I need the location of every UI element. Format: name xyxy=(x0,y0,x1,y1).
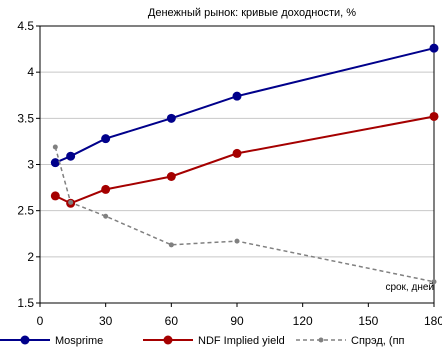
legend-item-1: NDF Implied yield xyxy=(143,335,285,347)
y-tick-label: 1.5 xyxy=(17,296,34,310)
data-point xyxy=(429,111,439,121)
chart-title: Денежный рынок: кривые доходности, % xyxy=(148,7,356,19)
legend-swatch-marker xyxy=(318,337,324,343)
data-point xyxy=(52,144,58,150)
x-tick-label: 90 xyxy=(230,314,244,328)
x-tick-label: 180 xyxy=(424,314,442,328)
data-point xyxy=(68,199,74,205)
data-point xyxy=(103,213,109,219)
data-point xyxy=(168,242,174,248)
legend-item-2: Спрэд, (пп xyxy=(296,335,405,347)
y-tick-label: 2.5 xyxy=(17,204,34,218)
legend-item-0: Mosprime xyxy=(0,335,103,347)
y-tick-label: 4 xyxy=(27,65,34,79)
series-line xyxy=(54,115,435,205)
y-tick-label: 3.5 xyxy=(17,111,34,125)
x-tick-labels: 0 30 60 90 120 150 180 xyxy=(37,314,442,328)
y-tick-label: 3 xyxy=(27,158,34,172)
series-0 xyxy=(50,43,439,168)
data-point xyxy=(66,151,76,161)
legend-label: Спрэд, (пп xyxy=(351,335,405,347)
x-tick-label: 150 xyxy=(358,314,378,328)
data-point xyxy=(234,238,240,244)
data-point xyxy=(50,191,60,201)
axes xyxy=(36,25,435,307)
series-line xyxy=(54,146,435,283)
series-line xyxy=(54,47,435,164)
data-point xyxy=(166,172,176,182)
x-tick-label: 0 xyxy=(37,314,44,328)
legend-label: Mosprime xyxy=(55,335,103,347)
series-1 xyxy=(50,111,439,208)
data-point xyxy=(232,148,242,158)
y-tick-label: 2 xyxy=(27,250,34,264)
data-point xyxy=(232,91,242,101)
data-point xyxy=(431,279,437,285)
data-point xyxy=(166,113,176,123)
data-point xyxy=(50,158,60,168)
y-tick-label: 4.5 xyxy=(17,19,34,33)
data-point xyxy=(101,184,111,194)
data-point xyxy=(429,43,439,53)
y-tick-labels: 1.5 2 2.5 3 3.5 4 4.5 xyxy=(17,19,34,310)
series-layer xyxy=(50,43,439,285)
x-tick-label: 60 xyxy=(165,314,179,328)
data-point xyxy=(101,134,111,144)
legend: Mosprime NDF Implied yield Спрэд, (пп xyxy=(0,335,405,347)
x-axis-label: срок, дней xyxy=(385,282,434,293)
x-tick-label: 120 xyxy=(293,314,313,328)
x-tick-label: 30 xyxy=(99,314,113,328)
legend-swatch-marker xyxy=(20,335,30,345)
series-2 xyxy=(52,144,437,285)
legend-swatch-marker xyxy=(163,335,173,345)
legend-label: NDF Implied yield xyxy=(198,335,285,347)
